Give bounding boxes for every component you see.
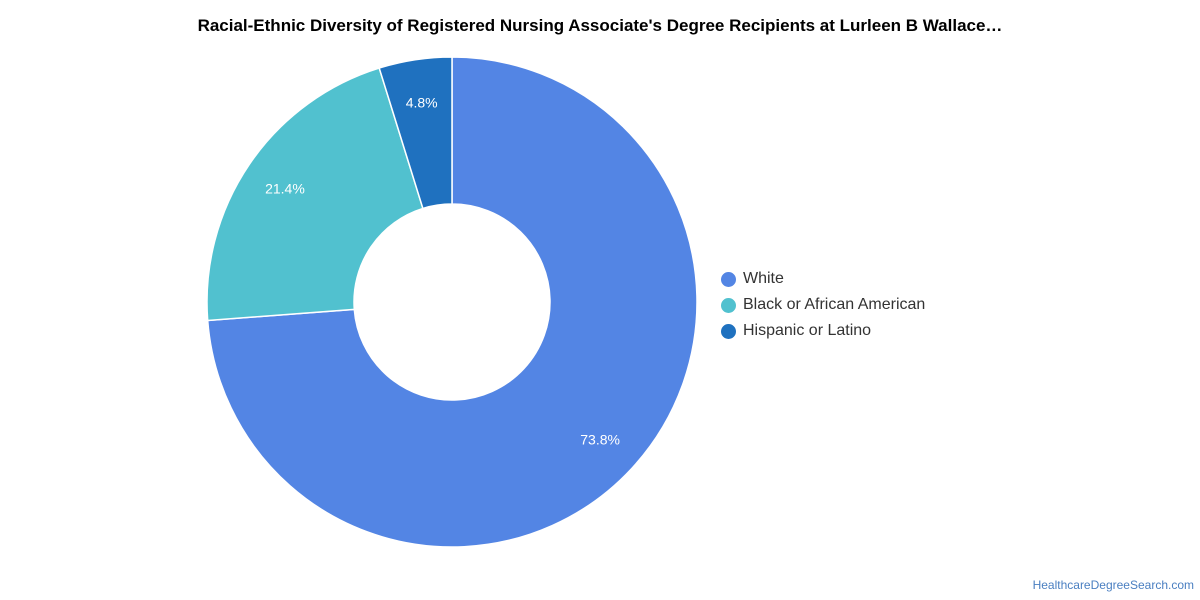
chart-title: Racial-Ethnic Diversity of Registered Nu… — [197, 16, 1003, 35]
legend-dot-black-or-african-american — [721, 297, 736, 313]
slice-label-white: 73.8% — [580, 431, 620, 447]
chart-legend: White Black or African American Hispanic… — [721, 266, 925, 344]
legend-item-white[interactable]: White — [721, 266, 925, 292]
legend-dot-hispanic-or-latino — [721, 323, 736, 339]
legend-label-hispanic-or-latino: Hispanic or Latino — [743, 322, 872, 339]
legend-label-white: White — [743, 270, 784, 287]
legend-dot-white — [721, 271, 736, 287]
legend-label-black-or-african-american: Black or African American — [743, 296, 926, 313]
legend-item-hispanic-or-latino[interactable]: Hispanic or Latino — [721, 318, 925, 344]
slice-white[interactable] — [206, 56, 698, 548]
slice-label-hispanic-or-latino: 4.8% — [406, 94, 438, 110]
source-link[interactable]: HealthcareDegreeSearch.com — [1032, 578, 1194, 592]
slice-hispanic-or-latino[interactable] — [378, 56, 453, 210]
legend-item-black-or-african-american[interactable]: Black or African American — [721, 292, 925, 318]
slice-label-black-or-african-american: 21.4% — [265, 180, 305, 196]
slice-black-or-african-american[interactable] — [206, 67, 424, 322]
